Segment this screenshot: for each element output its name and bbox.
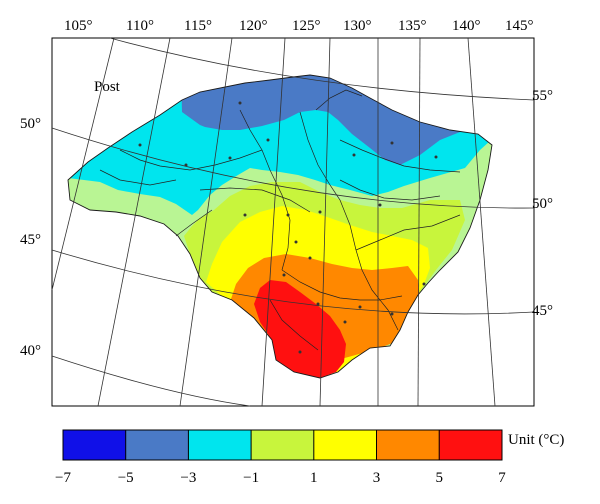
legend-tick-label: −3 (180, 470, 197, 486)
meridian-line (467, 37, 496, 407)
station-point (184, 163, 188, 167)
parallel-line (109, 37, 535, 101)
longitude-label-110: 110° (126, 18, 154, 34)
legend-tick-label: 7 (498, 470, 506, 486)
boundary-line (175, 209, 213, 237)
boundary-line (339, 139, 461, 173)
latitude-label-left-40: 40° (20, 343, 41, 359)
station-point (378, 203, 382, 207)
station-point (298, 350, 302, 354)
meridian-line (417, 37, 421, 407)
longitude-label-145: 145° (505, 18, 534, 34)
station-points (138, 101, 438, 354)
longitude-label-115: 115° (184, 18, 212, 34)
station-point (294, 240, 298, 244)
boundary-line (299, 111, 357, 251)
meridian-line (179, 37, 233, 407)
station-point (243, 213, 247, 217)
zone-red (254, 280, 346, 378)
legend-swatch-3-5 (376, 430, 440, 460)
station-point (282, 273, 286, 277)
latitude-label-right-55: 55° (532, 88, 553, 104)
boundary-line (269, 299, 319, 351)
boundary-line (99, 169, 177, 186)
station-point (434, 155, 438, 159)
station-point (238, 101, 242, 105)
station-point (266, 138, 270, 142)
station-point (228, 156, 232, 160)
longitude-label-120: 120° (239, 18, 268, 34)
station-point (316, 302, 320, 306)
station-point (318, 210, 322, 214)
boundary-line (355, 249, 399, 331)
legend-swatch-neg3-neg1 (188, 430, 252, 460)
meridian-line (97, 37, 171, 407)
meridian-line (319, 37, 331, 407)
legend-swatch-1-3 (313, 430, 377, 460)
longitude-label-105: 105° (64, 18, 93, 34)
parallel-line (51, 249, 535, 315)
inset-post-label: Post (94, 79, 120, 95)
station-point (390, 141, 394, 145)
legend-swatch-5-7 (439, 430, 502, 460)
color-legend (62, 429, 503, 461)
boundary-line (315, 89, 363, 111)
legend-swatch-neg1-1 (251, 430, 314, 460)
boundary-line (339, 179, 441, 201)
station-point (308, 256, 312, 260)
legend-swatch-neg7-neg5 (63, 430, 126, 460)
boundary-line (239, 109, 263, 151)
legend-tick-label: 1 (310, 470, 318, 486)
latitude-label-right-45: 45° (532, 303, 553, 319)
graticule (51, 37, 535, 407)
longitude-label-135: 135° (398, 18, 427, 34)
boundary-line (355, 214, 461, 251)
longitude-label-140: 140° (452, 18, 481, 34)
station-point (343, 320, 347, 324)
station-point (138, 143, 142, 147)
longitude-label-130: 130° (343, 18, 372, 34)
boundary-line (199, 187, 311, 213)
station-point (286, 213, 290, 217)
latitude-label-left-45: 45° (20, 232, 41, 248)
longitude-label-125: 125° (292, 18, 321, 34)
station-point (422, 282, 426, 286)
legend-unit-label: Unit (°C) (508, 432, 565, 448)
legend-tick-label: −1 (243, 470, 260, 486)
legend-tick-label: 5 (435, 470, 443, 486)
legend-swatch-neg5-neg3 (125, 430, 189, 460)
legend-tick-label: −5 (117, 470, 134, 486)
boundary-line (261, 149, 291, 271)
latitude-label-right-50: 50° (532, 196, 553, 212)
boundary-line (281, 269, 403, 301)
boundary-line (119, 149, 263, 171)
parallel-line (51, 127, 535, 209)
meridian-line (51, 37, 115, 291)
station-point (390, 312, 394, 316)
temperature-zones (68, 75, 492, 378)
station-point (358, 305, 362, 309)
internal-boundaries (99, 89, 461, 351)
latitude-label-left-50: 50° (20, 116, 41, 132)
map-frame (51, 37, 535, 407)
zone-steel-blue (68, 75, 492, 165)
legend-tick-label: −7 (55, 470, 71, 486)
parallel-line (51, 355, 251, 407)
meridian-line (261, 37, 286, 407)
station-point (352, 153, 356, 157)
legend-tick-label: 3 (372, 470, 381, 486)
